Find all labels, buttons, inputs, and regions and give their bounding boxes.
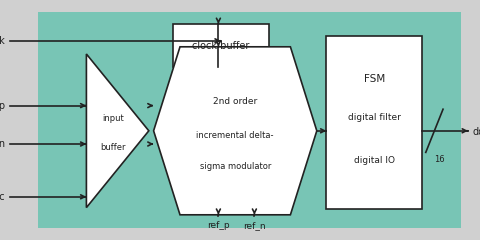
Text: incremental delta-: incremental delta- xyxy=(196,131,274,140)
Text: sigma modulator: sigma modulator xyxy=(200,162,271,171)
Text: 16: 16 xyxy=(434,155,444,164)
Text: input: input xyxy=(102,114,124,123)
Text: buffer: buffer xyxy=(100,143,126,152)
Text: digital IO: digital IO xyxy=(354,156,395,165)
Polygon shape xyxy=(154,47,317,215)
Text: in_n: in_n xyxy=(0,138,5,150)
Text: dout[15:0]: dout[15:0] xyxy=(473,126,480,136)
Text: in_p: in_p xyxy=(0,100,5,111)
Text: 2nd order: 2nd order xyxy=(213,97,257,107)
Polygon shape xyxy=(86,54,149,208)
Text: ref_p: ref_p xyxy=(207,221,230,230)
Text: FSM: FSM xyxy=(364,74,385,84)
Text: ref_n: ref_n xyxy=(243,221,266,230)
Text: clock buffer: clock buffer xyxy=(192,41,250,51)
Text: clk: clk xyxy=(0,36,5,46)
Bar xyxy=(38,12,461,228)
Bar xyxy=(326,36,422,209)
Text: digital filter: digital filter xyxy=(348,113,401,122)
Text: bc: bc xyxy=(0,192,5,202)
Bar xyxy=(173,24,269,67)
